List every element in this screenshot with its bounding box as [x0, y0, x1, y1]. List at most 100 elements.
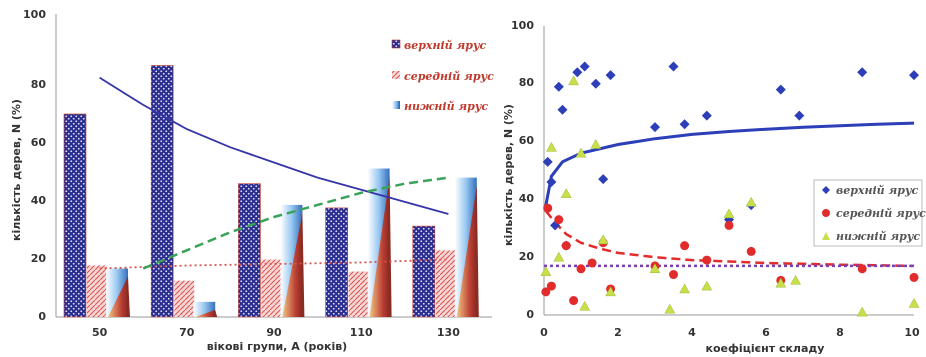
point-lower — [545, 141, 557, 152]
right-x-tick: 10 — [904, 326, 920, 339]
point-middle — [680, 241, 690, 251]
right-y-tick: 80 — [519, 76, 535, 89]
legend-label-middle: середній ярус — [404, 70, 494, 83]
left-x-tick: 50 — [92, 326, 108, 339]
right-y-tick: 20 — [519, 250, 535, 263]
legend-swatch-middle — [392, 71, 400, 79]
trendline — [99, 76, 449, 215]
left-y-axis-label: кількість дерев, N (%) — [10, 99, 23, 241]
legend-swatch-lower — [392, 101, 400, 109]
right-x-axis-label: коефіцієнт складу — [706, 342, 825, 355]
legend-label-upper: верхній ярус — [404, 39, 487, 52]
left-x-tick: 70 — [179, 326, 195, 339]
point-middle — [909, 272, 919, 282]
left-x-tick-labels: 50 70 90 110 130 — [92, 326, 460, 339]
left-legend: верхній ярус середній ярус нижній ярус — [391, 39, 494, 113]
left-y-tick: 60 — [31, 136, 47, 149]
bar-upper — [412, 225, 436, 318]
point-middle — [569, 296, 579, 306]
point-upper — [668, 61, 679, 72]
point-upper — [701, 110, 712, 121]
right-y-tick: 0 — [526, 308, 534, 321]
bar-middle — [87, 265, 107, 317]
scatter-chart-panel: 0 20 40 60 80 100 0 2 4 6 8 10 коефіцієн… — [502, 19, 926, 355]
point-lower — [575, 147, 587, 158]
bar-lower-cone — [108, 276, 130, 317]
point-lower — [775, 277, 787, 288]
legend-label-upper-right: верхній ярус — [836, 184, 919, 197]
point-lower — [664, 303, 676, 314]
point-upper — [775, 84, 786, 95]
trendline — [99, 258, 449, 270]
point-upper — [794, 110, 805, 121]
left-trendlines — [99, 76, 449, 270]
point-lower — [679, 283, 691, 294]
right-y-tick: 100 — [511, 19, 534, 32]
point-middle — [669, 270, 678, 280]
legend-swatch-upper — [391, 39, 401, 49]
bar-upper — [238, 183, 261, 318]
right-points — [540, 61, 920, 317]
left-x-axis-label: вікові групи, А (років) — [207, 340, 347, 353]
bar-middle — [348, 271, 369, 317]
point-upper — [598, 174, 609, 185]
point-lower — [560, 188, 572, 198]
point-upper — [553, 81, 564, 92]
bar-lower-cone — [282, 212, 305, 317]
point-middle — [724, 220, 734, 230]
legend-label-lower: нижній ярус — [404, 100, 488, 113]
right-trendlines — [544, 121, 915, 268]
point-lower — [908, 297, 920, 308]
right-y-tick: 60 — [519, 134, 535, 147]
point-upper — [857, 67, 868, 78]
point-upper — [579, 61, 590, 72]
left-x-tick: 90 — [266, 326, 282, 339]
point-upper — [650, 122, 660, 133]
bar-lower-cone — [456, 185, 479, 317]
point-middle — [746, 246, 756, 256]
point-upper — [679, 119, 690, 130]
right-x-tick: 6 — [762, 326, 770, 339]
point-middle — [554, 215, 564, 225]
left-bars — [63, 65, 479, 318]
left-y-tick-labels: 0 20 40 60 80 100 — [23, 8, 46, 323]
point-lower — [790, 274, 802, 285]
bar-lower-cone — [369, 176, 392, 317]
right-x-tick-labels: 0 2 4 6 8 10 — [540, 326, 920, 339]
point-upper — [572, 67, 583, 78]
legend-marker-triangle — [822, 232, 830, 240]
point-lower — [568, 75, 580, 86]
point-upper — [542, 156, 553, 167]
left-x-tick: 110 — [350, 326, 373, 339]
right-x-tick: 8 — [836, 326, 844, 339]
trendline — [544, 121, 915, 206]
point-lower — [745, 196, 757, 207]
point-lower — [597, 234, 609, 245]
point-middle — [543, 203, 553, 213]
point-upper — [909, 70, 919, 81]
bar-upper — [325, 207, 348, 318]
bar-middle — [174, 280, 195, 317]
point-lower — [579, 300, 591, 311]
point-lower — [723, 208, 735, 219]
point-lower — [701, 280, 713, 291]
left-x-tick: 130 — [437, 326, 460, 339]
right-x-tick: 0 — [540, 326, 548, 339]
point-middle — [857, 264, 867, 274]
bar-upper — [150, 65, 174, 318]
point-lower — [553, 251, 565, 262]
legend-label-lower-right: нижній ярус — [836, 230, 920, 243]
point-upper — [546, 177, 557, 188]
bar-upper — [63, 113, 87, 318]
left-y-tick: 40 — [31, 194, 47, 207]
left-y-tick: 20 — [31, 252, 47, 265]
point-upper — [590, 78, 601, 89]
right-y-tick: 40 — [519, 192, 535, 205]
right-x-tick: 4 — [688, 326, 696, 339]
point-lower — [540, 266, 552, 276]
point-upper — [605, 70, 616, 81]
bar-middle — [435, 250, 456, 317]
legend-label-middle-right: середній ярус — [836, 207, 926, 220]
point-middle — [576, 264, 586, 274]
